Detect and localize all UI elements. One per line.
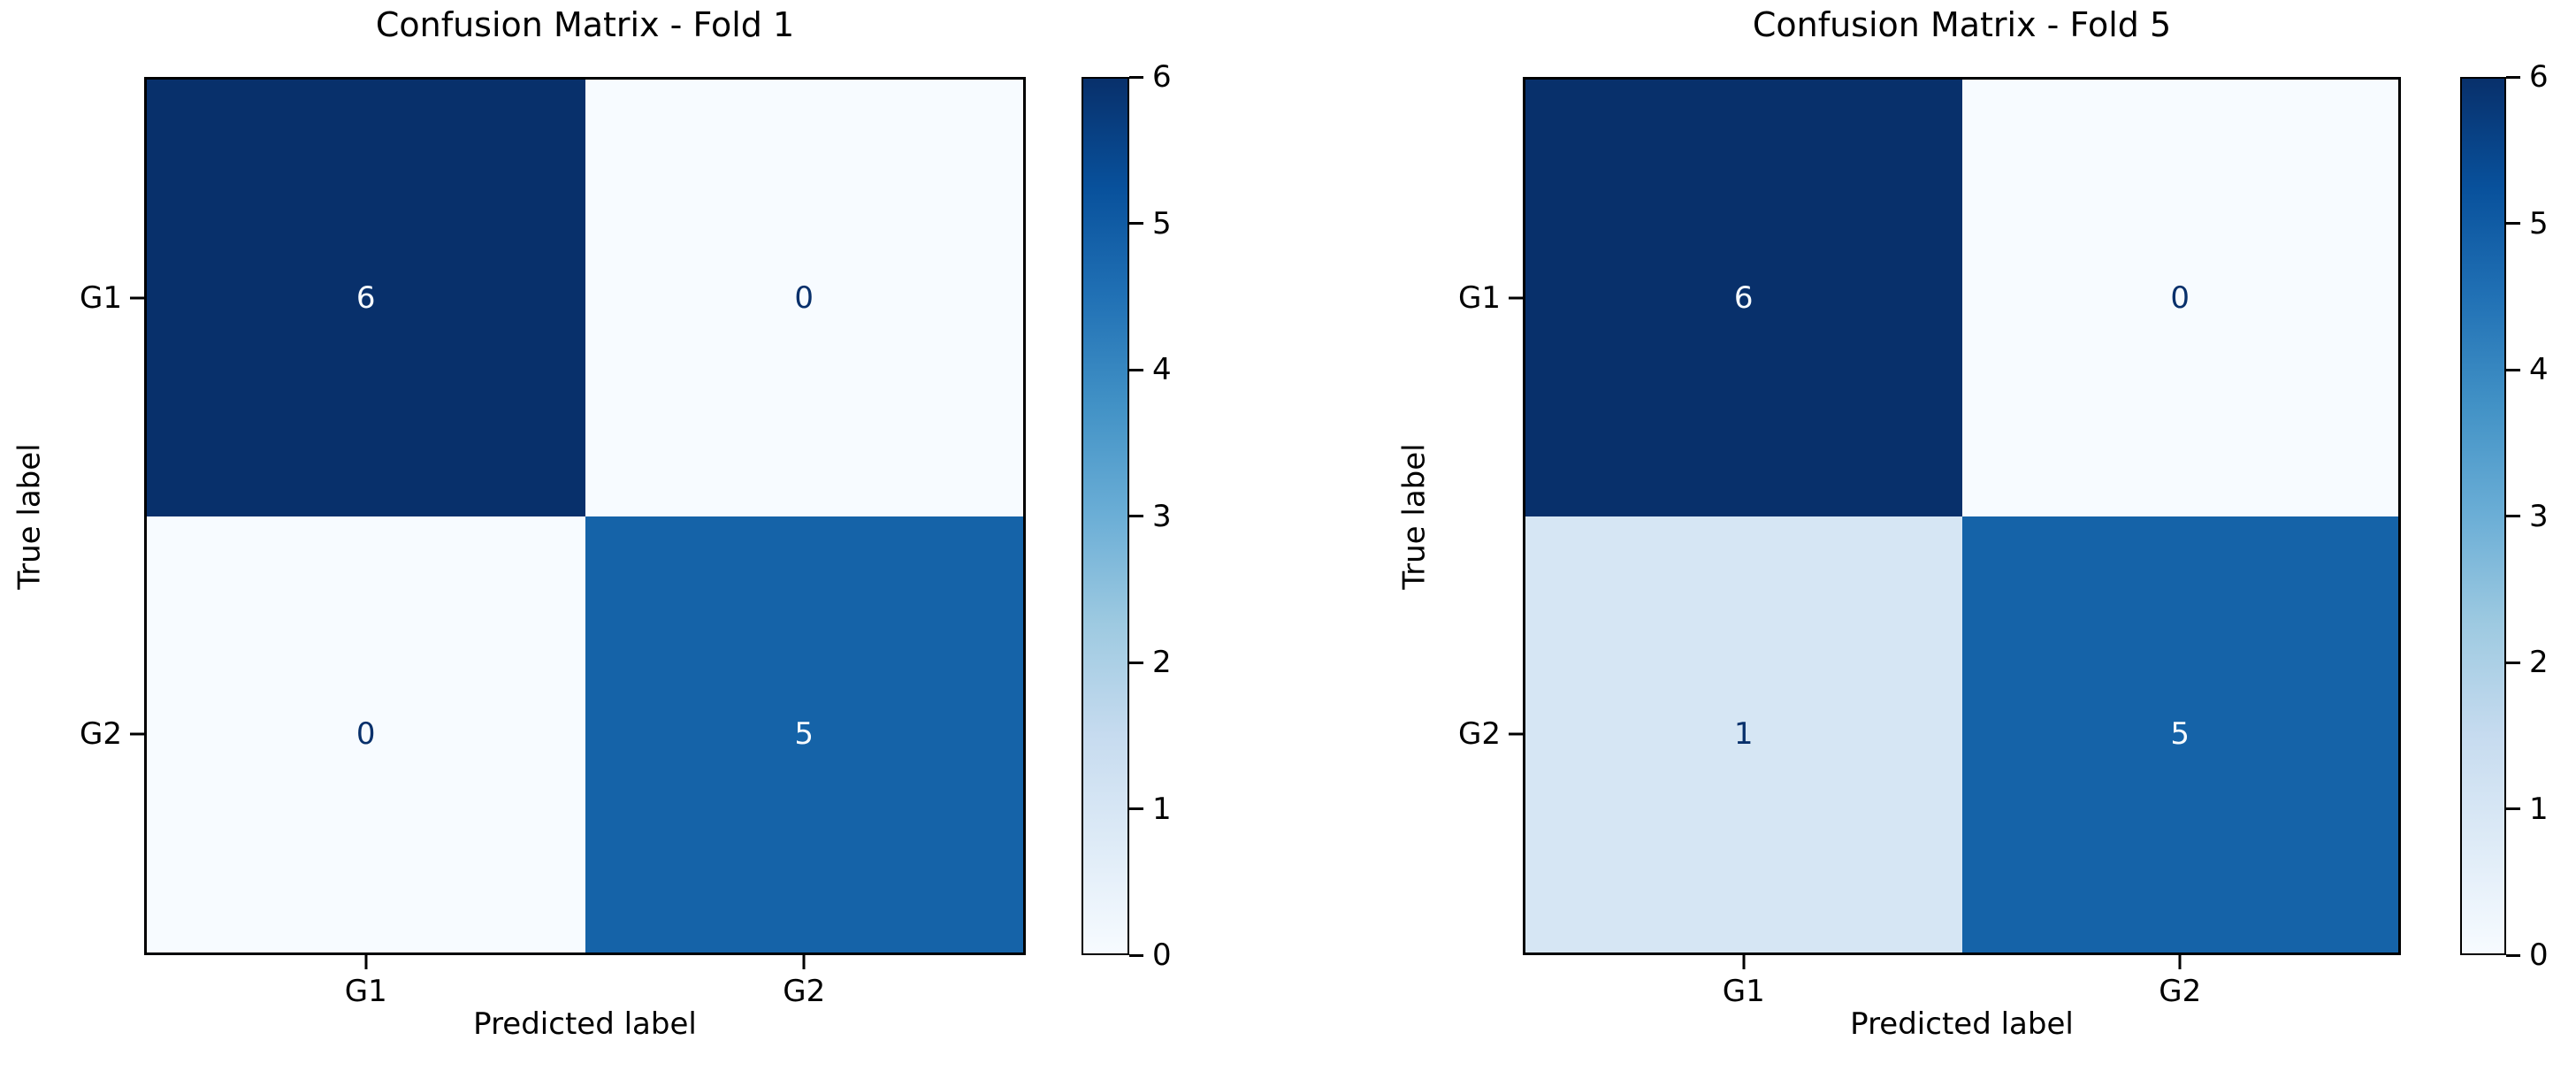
x-tick-mark: [364, 955, 368, 969]
heatmap-cell-r1c0: 0: [147, 516, 585, 952]
x-tick-mark: [1742, 955, 1746, 969]
y-tick-mark: [1509, 296, 1523, 300]
y-axis-label-box-fold5: True label: [1395, 77, 1434, 955]
colorbar-tick-label: 5: [1152, 205, 1172, 241]
cell-value: 6: [355, 279, 376, 316]
colorbar-tick-label: 2: [2529, 645, 2549, 680]
colorbar-tick-label: 2: [1152, 645, 1172, 680]
cell-value: 1: [1733, 716, 1754, 753]
heatmap-fold1: 6 0 0 5 G1 G2 G1 G2: [80, 77, 1026, 1009]
y-tick-label-g1: G1: [80, 279, 122, 316]
colorbar-tick-mark: [1129, 807, 1143, 810]
cell-value: 0: [355, 716, 376, 753]
colorbar-tick-label: 0: [1152, 937, 1172, 973]
colorbar-tick-label: 4: [2529, 352, 2549, 387]
colorbar-tick-label: 5: [2529, 205, 2549, 241]
colorbar-tick-mark: [2506, 515, 2520, 517]
colorbar-tick-mark: [2506, 661, 2520, 664]
y-tick-label-g2: G2: [1458, 716, 1501, 753]
colorbar-tick-mark: [1129, 661, 1143, 664]
colorbar-tick-mark: [2506, 222, 2520, 225]
colorbar-tick-label: 4: [1152, 352, 1172, 387]
cell-value: 6: [1733, 279, 1754, 316]
plot-title-fold1: Confusion Matrix - Fold 1: [375, 5, 795, 44]
colorbar-ticks-fold5: 6 5 4 3 2 1 0: [2506, 59, 2549, 973]
x-tick-mark: [802, 955, 806, 969]
colorbar-fold1: [1082, 77, 1129, 955]
cell-value: 5: [2170, 716, 2190, 753]
colorbar-tick-mark: [1129, 222, 1143, 225]
colorbar-tick-label: 3: [1152, 498, 1172, 534]
x-axis-label-fold1: Predicted label: [473, 1006, 697, 1042]
colorbar-fold5: [2460, 77, 2506, 955]
cell-value: 5: [794, 716, 814, 753]
colorbar-tick-label: 6: [1152, 59, 1172, 95]
x-tick-label-g2: G2: [783, 974, 826, 1009]
colorbar-tick-mark: [1129, 953, 1143, 957]
colorbar-tick-label: 3: [2529, 498, 2549, 534]
colorbar-tick-mark: [1129, 368, 1143, 371]
colorbar-tick-mark: [1129, 75, 1143, 79]
colorbar-tick-label: 6: [2529, 59, 2549, 95]
heatmap-cell-r1c0: 1: [1525, 516, 1962, 952]
colorbar-tick-mark: [2506, 75, 2520, 79]
colorbar-tick-mark: [1129, 515, 1143, 517]
heatmap-cell-r0c1: 0: [585, 80, 1023, 516]
colorbar-tick-label: 1: [2529, 791, 2549, 827]
y-axis-label-fold1: True label: [12, 442, 49, 590]
cell-value: 0: [794, 279, 814, 316]
colorbar-tick-label: 0: [2529, 937, 2549, 973]
x-tick-mark: [2178, 955, 2182, 969]
heatmap-cell-r0c0: 6: [1525, 80, 1962, 516]
y-tick-label-g1: G1: [1458, 279, 1501, 316]
y-tick-mark: [130, 296, 144, 300]
heatmap-cell-r0c0: 6: [147, 80, 585, 516]
heatmap-cell-r1c1: 5: [585, 516, 1023, 952]
cell-value: 0: [2170, 279, 2190, 316]
y-tick-label-g2: G2: [80, 716, 122, 753]
x-axis-label-fold5: Predicted label: [1850, 1006, 2074, 1042]
heatmap-cell-r0c1: 0: [1961, 80, 2398, 516]
y-tick-mark: [1509, 732, 1523, 736]
colorbar-tick-mark: [2506, 953, 2520, 957]
plot-title-fold5: Confusion Matrix - Fold 5: [1752, 5, 2172, 44]
y-tick-mark: [130, 732, 144, 736]
colorbar-ticks-fold1: 6 5 4 3 2 1 0: [1129, 59, 1172, 973]
x-tick-label-g1: G1: [1722, 974, 1765, 1009]
x-tick-label-g2: G2: [2159, 974, 2202, 1009]
colorbar-tick-mark: [2506, 368, 2520, 371]
colorbar-tick-label: 1: [1152, 791, 1172, 827]
y-axis-label-box-fold1: True label: [11, 77, 50, 955]
heatmap-cell-r1c1: 5: [1961, 516, 2398, 952]
x-tick-label-g1: G1: [344, 974, 387, 1009]
heatmap-fold5: 6 0 1 5 G1 G2 G1 G2: [1458, 77, 2401, 1009]
colorbar-tick-mark: [2506, 807, 2520, 810]
y-axis-label-fold5: True label: [1397, 442, 1433, 590]
